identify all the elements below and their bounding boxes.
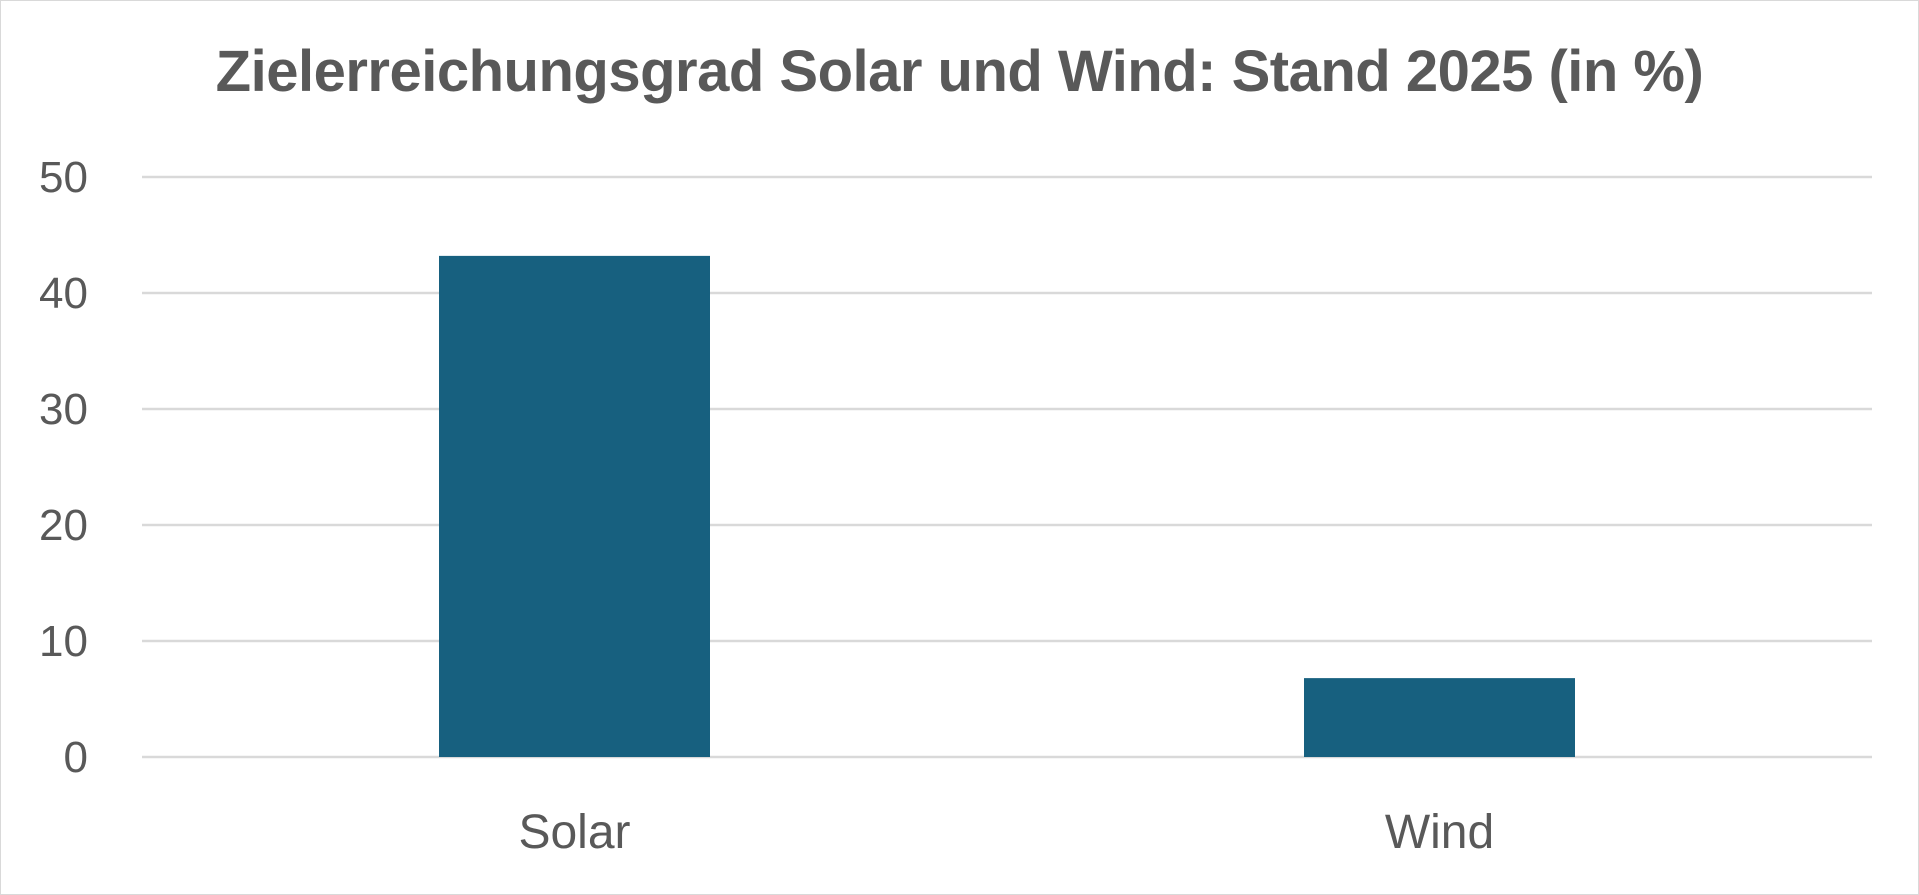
chart-title: Zielerreichungsgrad Solar und Wind: Stan… — [215, 39, 1704, 104]
y-tick-label: 40 — [39, 269, 88, 318]
gridlines — [142, 175, 1872, 759]
bars — [439, 255, 1575, 757]
x-category-label-solar: Solar — [518, 806, 630, 859]
bar-wind — [1304, 678, 1575, 757]
y-tick-label: 10 — [39, 617, 88, 666]
y-tick-label: 50 — [39, 153, 88, 202]
y-tick-label: 0 — [64, 733, 88, 782]
y-axis-tick-labels: 0 10 20 30 40 50 — [39, 153, 88, 782]
y-tick-label: 30 — [39, 385, 88, 434]
bar-solar — [439, 255, 710, 757]
x-category-label-wind: Wind — [1385, 806, 1494, 859]
x-axis-category-labels: Solar Wind — [518, 806, 1494, 859]
y-tick-label: 20 — [39, 501, 88, 550]
